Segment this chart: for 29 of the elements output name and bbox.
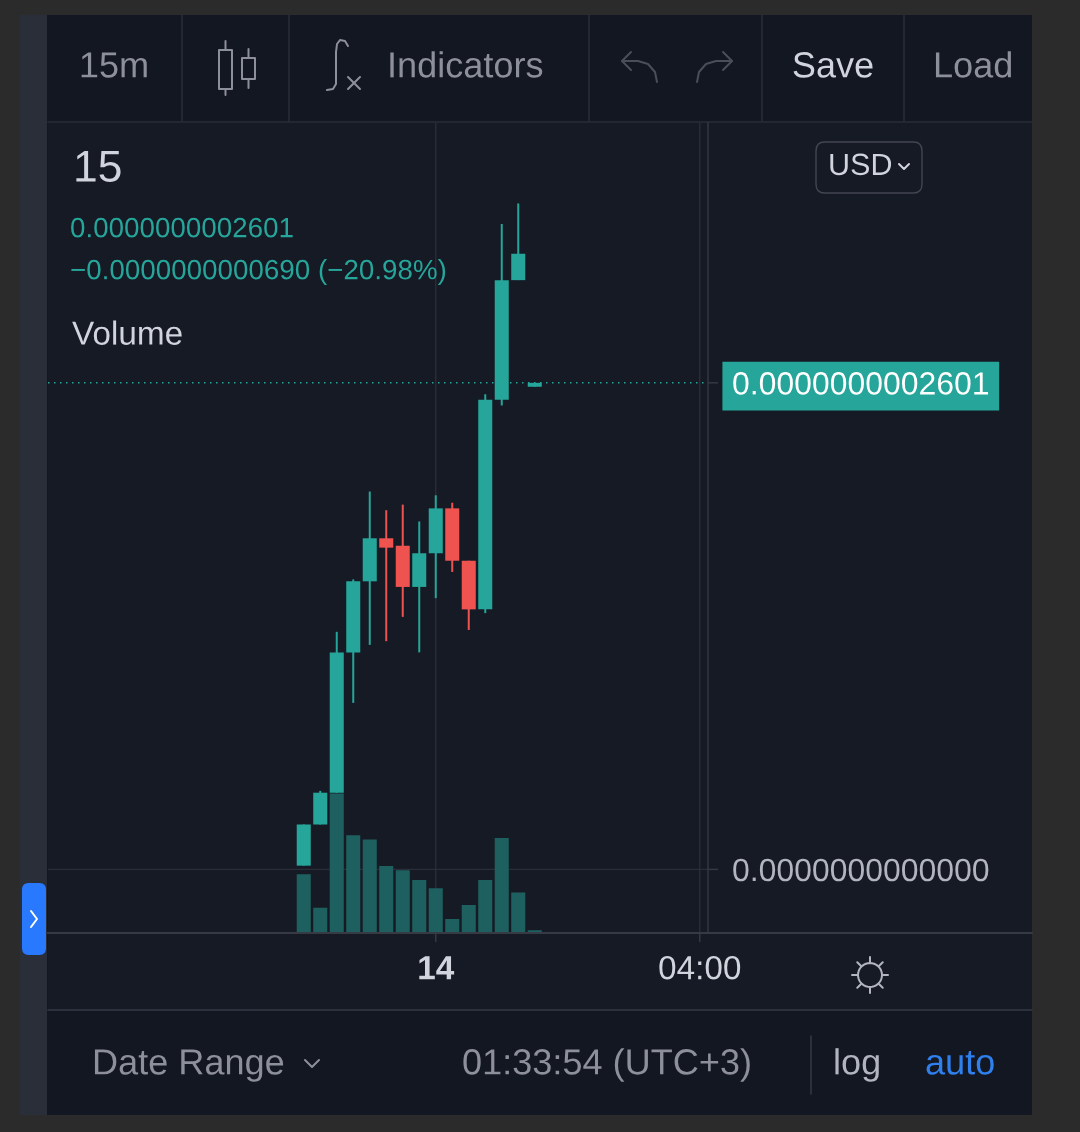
- x-tick-label: 04:00: [659, 955, 741, 980]
- bar: [313, 907, 328, 933]
- bar: [379, 865, 394, 933]
- text: auto: [926, 1050, 994, 1075]
- text: 15m: [81, 52, 147, 78]
- bar: [346, 835, 361, 933]
- bar: [428, 888, 443, 933]
- annotation: −0.0000000000690 (−20.98%): [71, 259, 446, 285]
- text: Save: [793, 52, 873, 78]
- bar: [445, 919, 460, 933]
- annotation: 0.0000000002601: [71, 217, 293, 238]
- chart-title: Volume: [72, 320, 182, 345]
- y-tick-label: 0.0000000000000: [733, 858, 989, 882]
- bar: [412, 879, 427, 933]
- x-tick-label: 14: [419, 956, 455, 980]
- bar: [478, 879, 493, 933]
- text: 01:33:54 (UTC+3): [463, 1048, 750, 1082]
- chart-title: 15: [76, 150, 121, 182]
- text: Indicators: [390, 51, 543, 78]
- bar: [461, 905, 476, 933]
- bar: [494, 838, 509, 933]
- bar: [395, 870, 410, 933]
- bar: [296, 874, 311, 933]
- text: log: [835, 1048, 879, 1082]
- text: Load: [935, 51, 1012, 78]
- bar: [511, 892, 526, 933]
- text: Date Range: [94, 1049, 284, 1082]
- text: USD: [830, 153, 892, 176]
- bar: [362, 839, 377, 933]
